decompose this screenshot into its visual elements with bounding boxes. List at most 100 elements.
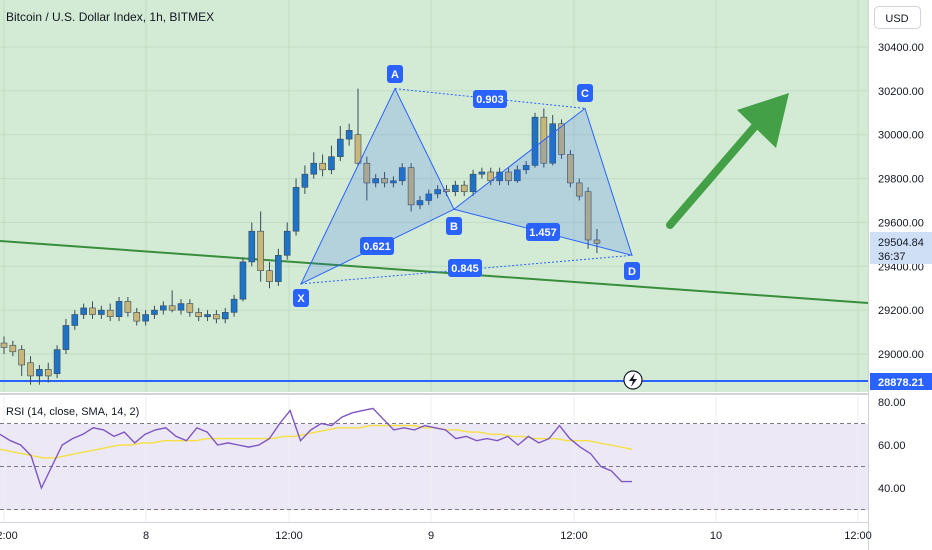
- point-label-D[interactable]: D: [624, 262, 640, 280]
- ratio-text: 0.845: [451, 263, 479, 275]
- candle: [505, 167, 512, 186]
- price-tick-label: 29600.00: [878, 217, 924, 229]
- candle: [416, 196, 424, 210]
- point-label-X[interactable]: X: [293, 289, 309, 307]
- point-text: C: [581, 88, 589, 100]
- point-label-C[interactable]: C: [577, 84, 593, 102]
- time-tick-label: 12:00: [275, 530, 303, 542]
- price-tick-label: 30400.00: [878, 42, 924, 54]
- candle: [522, 161, 530, 175]
- candle: [168, 290, 176, 313]
- candle: [336, 125, 344, 162]
- candle: [513, 165, 521, 183]
- candle: [257, 211, 264, 282]
- candle: [239, 257, 247, 302]
- lightning-icon[interactable]: [623, 370, 643, 390]
- time-tick-label: 12:00: [0, 530, 18, 542]
- time-tick-label: 12:00: [844, 530, 872, 542]
- price-tick-label: 29000.00: [878, 349, 924, 361]
- candle: [478, 167, 486, 179]
- candle: [345, 123, 353, 146]
- ratio-label-xd[interactable]: 0.845: [448, 259, 482, 277]
- candle: [248, 222, 256, 267]
- candle: [80, 303, 87, 319]
- candle: [115, 296, 123, 322]
- candle: [452, 180, 459, 197]
- currency-button-label: USD: [885, 13, 908, 25]
- candle: [425, 189, 433, 205]
- candle: [398, 163, 406, 186]
- candle: [62, 318, 70, 354]
- ratio-label-xb[interactable]: 0.621: [360, 237, 394, 255]
- candle: [354, 88, 362, 166]
- price-tick-label: 30000.00: [878, 130, 924, 142]
- point-text: D: [628, 266, 636, 278]
- time-axis[interactable]: 12:00 8 12:00 9 12:00 10 12:00: [0, 530, 872, 542]
- candle: [160, 301, 167, 315]
- point-text: A: [391, 69, 399, 81]
- time-tick-label: 8: [143, 530, 149, 542]
- price-tick-label: 29400.00: [878, 261, 924, 273]
- candle: [460, 180, 468, 197]
- grid-lines: [0, 0, 868, 522]
- price-axis[interactable]: 30400.00 30200.00 30000.00 29800.00 29600.00…: [878, 42, 924, 361]
- ratio-text: 0.903: [476, 94, 504, 106]
- point-label-A[interactable]: A: [387, 65, 403, 83]
- price-tick-label: 30200.00: [878, 86, 924, 98]
- candle: [363, 156, 371, 201]
- candle: [89, 301, 96, 319]
- rsi-line: [0, 407, 632, 490]
- candle: [390, 176, 397, 188]
- price-tick-label: 29800.00: [878, 174, 924, 186]
- rsi-tick-label: 80.00: [878, 397, 906, 409]
- candle: [124, 296, 132, 317]
- candle: [213, 310, 220, 324]
- candle: [310, 152, 318, 179]
- candle: [133, 307, 141, 326]
- point-label-B[interactable]: B: [446, 217, 462, 235]
- current-price-label: 29504.84 36:37: [870, 232, 932, 264]
- bar-countdown: 36:37: [878, 251, 906, 263]
- candle: [0, 336, 8, 354]
- price-tick-label: 29200.00: [878, 305, 924, 317]
- candle: [283, 222, 291, 260]
- candle: [469, 169, 477, 197]
- xd-dashed-line[interactable]: [300, 254, 633, 285]
- rsi-axis[interactable]: 80.00 60.00 40.00: [878, 397, 906, 495]
- candle: [319, 154, 326, 177]
- arrow-shaft[interactable]: [666, 113, 767, 229]
- rsi-tick-label: 40.00: [878, 483, 906, 495]
- candle: [44, 362, 52, 383]
- rsi-title: RSI (14, close, SMA, 14, 2): [6, 406, 139, 418]
- rsi-tick-label: 60.00: [878, 440, 906, 452]
- arrow-head[interactable]: [737, 93, 789, 148]
- candle: [53, 345, 61, 379]
- ratio-text: 1.457: [529, 227, 557, 239]
- candle: [292, 178, 300, 236]
- ratio-label-ac[interactable]: 0.903: [473, 90, 507, 108]
- main-pane-background: [0, 0, 868, 392]
- candle: [71, 310, 79, 330]
- point-text: B: [450, 221, 458, 233]
- rsi-lines: [0, 407, 633, 490]
- candle: [531, 112, 539, 168]
- harmonic-pattern[interactable]: 0.621 0.903 1.457 0.845 X A B C D: [293, 65, 640, 307]
- ratio-text: 0.621: [363, 241, 391, 253]
- candle: [27, 356, 34, 385]
- candle: [186, 299, 194, 317]
- candle: [221, 307, 229, 324]
- candle: [575, 178, 583, 201]
- candle: [230, 294, 238, 317]
- ratio-label-bd[interactable]: 1.457: [526, 223, 560, 241]
- candle: [204, 310, 211, 322]
- candle: [177, 299, 185, 315]
- candle: [301, 165, 309, 194]
- candle: [328, 145, 335, 175]
- hline-price: 28878.21: [878, 377, 924, 389]
- rsi-bands: [0, 423, 868, 510]
- candle: [18, 345, 26, 376]
- arrow-drawing[interactable]: [666, 93, 789, 229]
- currency-button[interactable]: USD: [874, 6, 921, 29]
- candle: [407, 163, 415, 212]
